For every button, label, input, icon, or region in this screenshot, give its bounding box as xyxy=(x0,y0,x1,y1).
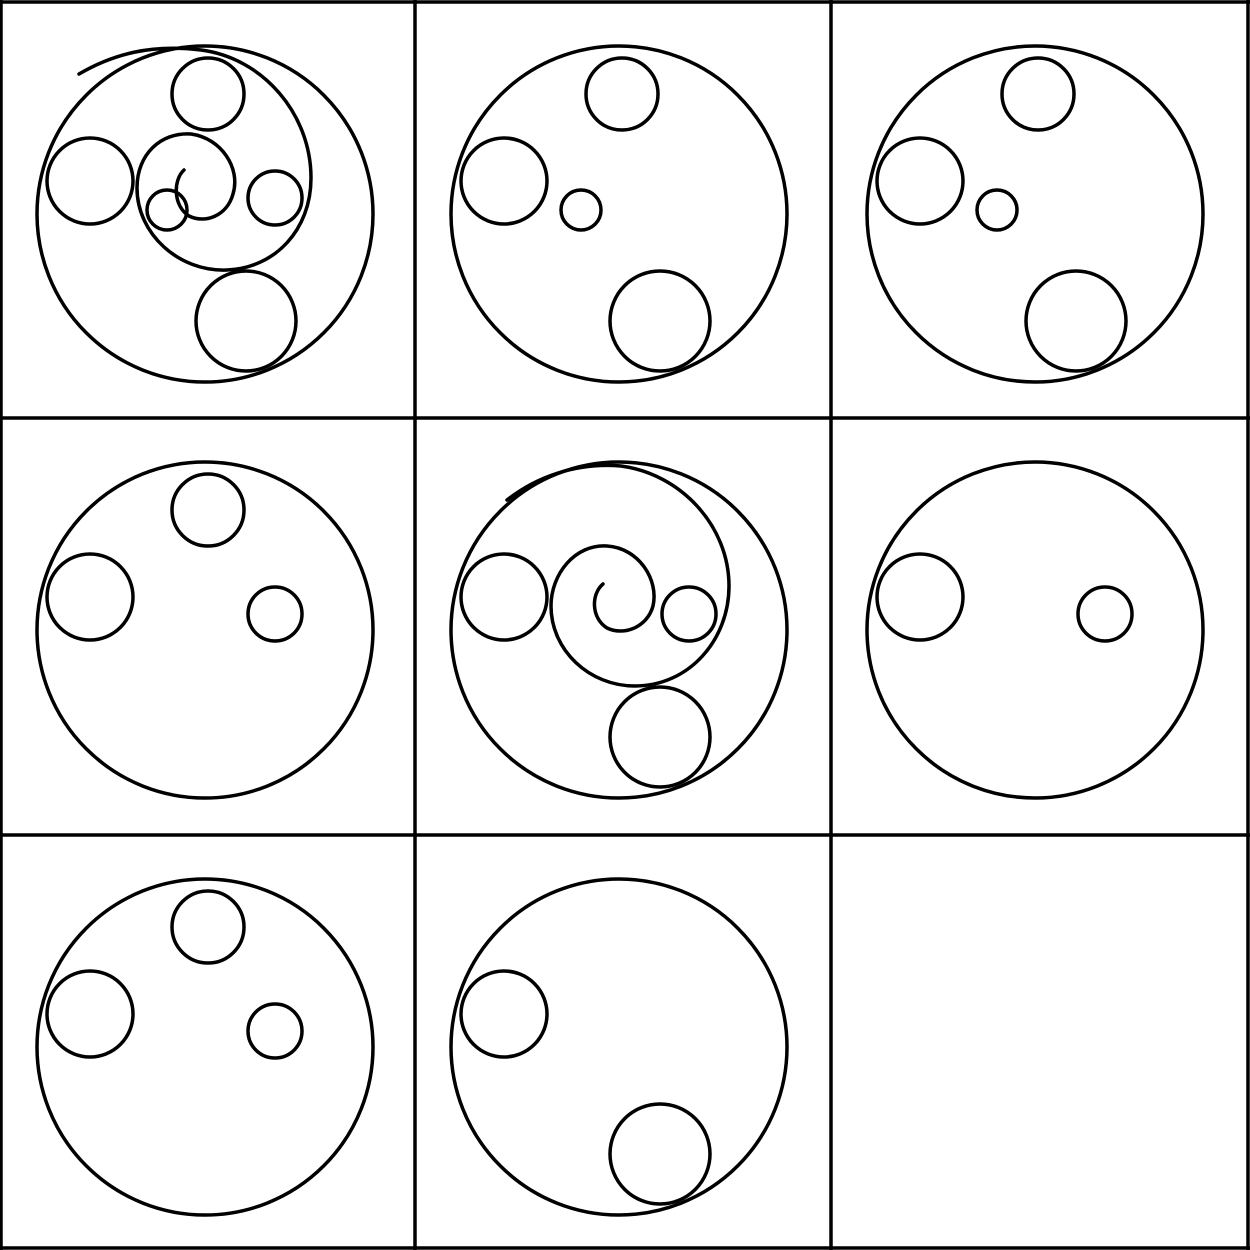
circle-right-small xyxy=(246,169,304,227)
circle-bottom-large xyxy=(194,269,298,373)
cell-r3-c2 xyxy=(449,877,789,1217)
circle-left xyxy=(45,969,135,1059)
circle-center-tiny xyxy=(975,188,1019,232)
cell-r1-c3 xyxy=(865,44,1205,384)
circle-top xyxy=(170,889,246,965)
large-outer-circle xyxy=(35,44,375,384)
large-outer-circle xyxy=(865,44,1205,384)
circle-top xyxy=(170,56,246,132)
cell-r2-c2 xyxy=(449,460,789,800)
circle-left xyxy=(45,136,135,226)
large-outer-circle xyxy=(449,460,789,800)
circle-bottom-large xyxy=(608,1102,712,1206)
circle-left xyxy=(459,136,549,226)
large-outer-circle xyxy=(35,460,375,800)
circle-center-tiny xyxy=(145,188,189,232)
circle-bottom-large xyxy=(1024,269,1128,373)
spiral-shape xyxy=(505,463,731,688)
large-outer-circle xyxy=(449,44,789,384)
cell-r2-c3 xyxy=(865,460,1205,800)
circle-top xyxy=(1000,56,1076,132)
circle-left xyxy=(459,552,549,642)
circle-top xyxy=(170,472,246,548)
circle-left xyxy=(875,136,965,226)
cell-r1-c1 xyxy=(35,44,375,384)
circle-bottom-large xyxy=(608,269,712,373)
circle-right-small xyxy=(660,585,718,643)
circle-top xyxy=(584,56,660,132)
spiral-shape xyxy=(77,46,313,272)
circle-left xyxy=(459,969,549,1059)
circle-left xyxy=(875,552,965,642)
circle-center-tiny xyxy=(559,188,603,232)
large-outer-circle xyxy=(449,877,789,1217)
cell-r3-c1 xyxy=(35,877,375,1217)
circle-right-small xyxy=(1076,585,1134,643)
circle-left xyxy=(45,552,135,642)
cell-r2-c1 xyxy=(35,460,375,800)
large-outer-circle xyxy=(865,460,1205,800)
circle-right-small xyxy=(246,585,304,643)
circle-bottom-large xyxy=(608,685,712,789)
circle-right-small xyxy=(246,1002,304,1060)
large-outer-circle xyxy=(35,877,375,1217)
cell-r1-c2 xyxy=(449,44,789,384)
